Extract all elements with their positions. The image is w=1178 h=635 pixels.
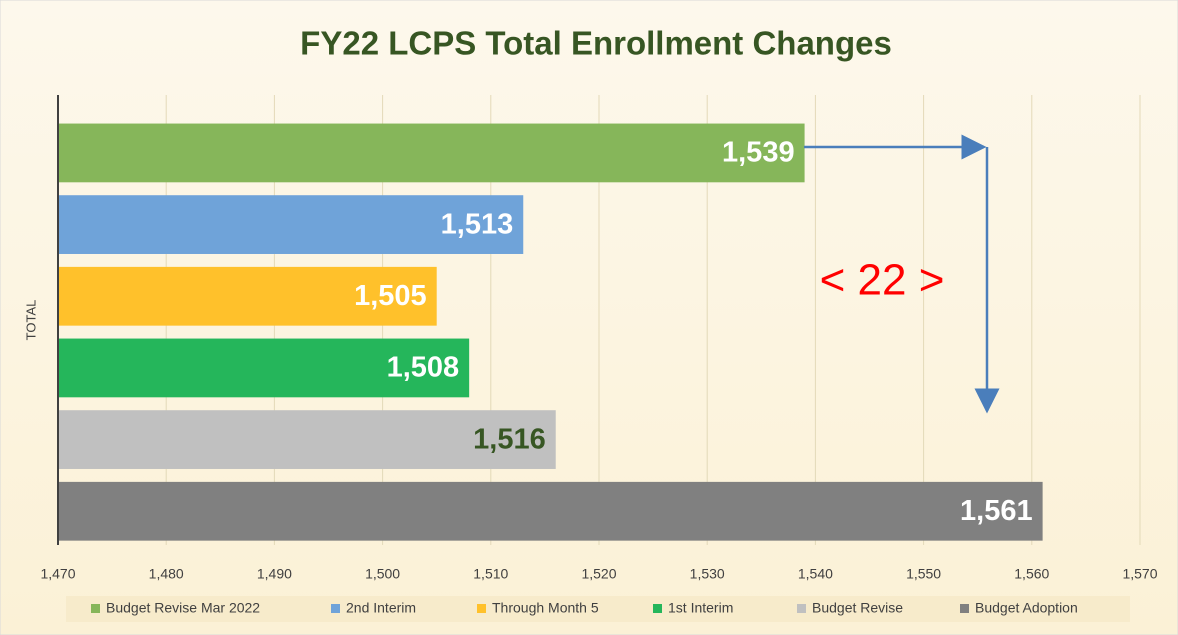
bar: [58, 338, 470, 398]
annotation: < 22 >: [820, 256, 945, 305]
value-label: 1,561: [960, 495, 1033, 527]
legend-swatch: [331, 604, 340, 613]
bar: [58, 123, 805, 183]
x-tick-label: 1,490: [257, 566, 292, 582]
chart-title: FY22 LCPS Total Enrollment Changes: [300, 25, 892, 62]
legend-label: Budget Revise Mar 2022: [106, 600, 260, 616]
x-tick-label: 1,520: [581, 566, 616, 582]
value-label: 1,508: [387, 352, 460, 384]
legend-swatch: [797, 604, 806, 613]
x-tick-label: 1,470: [40, 566, 75, 582]
legend-swatch: [477, 604, 486, 613]
bar: [58, 266, 437, 326]
legend-box: [66, 596, 1130, 622]
bar: [58, 195, 524, 254]
x-tick-label: 1,480: [149, 566, 184, 582]
x-tick-label: 1,500: [365, 566, 400, 582]
x-tick-label: 1,560: [1014, 566, 1049, 582]
bar: [58, 481, 1043, 541]
x-tick-label: 1,530: [690, 566, 725, 582]
category-label: TOTAL: [23, 300, 38, 341]
value-label: 1,513: [441, 208, 514, 240]
legend-swatch: [960, 604, 969, 613]
x-tick-label: 1,540: [798, 566, 833, 582]
legend-label: Through Month 5: [492, 600, 599, 616]
legend-swatch: [91, 604, 100, 613]
legend-label: Budget Adoption: [975, 600, 1078, 616]
x-tick-label: 1,550: [906, 566, 941, 582]
legend-label: Budget Revise: [812, 600, 903, 616]
x-tick-label: 1,510: [473, 566, 508, 582]
value-label: 1,516: [473, 423, 546, 455]
legend-label: 2nd Interim: [346, 600, 416, 616]
bar: [58, 410, 556, 469]
legend-swatch: [653, 604, 662, 613]
x-tick-label: 1,570: [1122, 566, 1157, 582]
value-label: 1,505: [354, 280, 427, 312]
value-label: 1,539: [722, 137, 795, 169]
legend-label: 1st Interim: [668, 600, 733, 616]
